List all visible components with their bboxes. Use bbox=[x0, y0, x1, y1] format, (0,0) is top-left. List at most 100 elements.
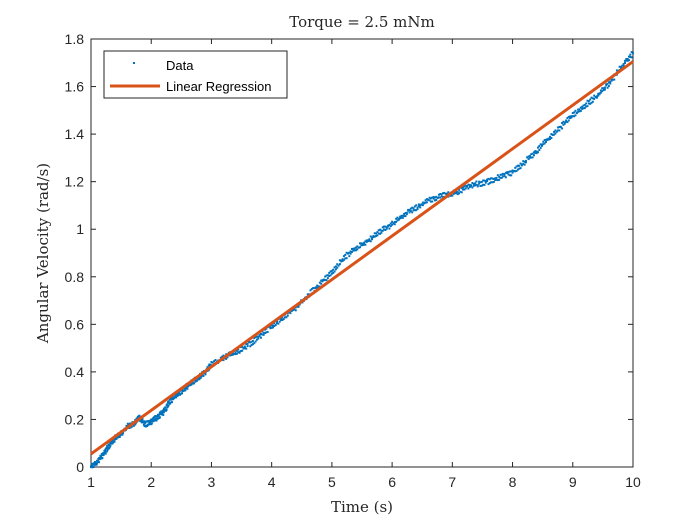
data-point bbox=[516, 164, 519, 167]
data-point bbox=[254, 340, 257, 343]
data-point bbox=[579, 106, 582, 109]
data-point bbox=[514, 166, 517, 169]
data-point bbox=[514, 170, 517, 173]
data-point bbox=[420, 203, 423, 206]
data-point bbox=[174, 393, 177, 396]
data-point bbox=[581, 105, 584, 108]
data-point bbox=[326, 274, 329, 277]
data-point bbox=[601, 90, 604, 93]
data-point bbox=[534, 150, 537, 153]
data-point bbox=[249, 345, 252, 348]
data-point bbox=[169, 397, 172, 400]
data-point bbox=[472, 184, 475, 187]
data-point bbox=[545, 141, 548, 144]
data-point bbox=[102, 453, 105, 456]
data-point bbox=[168, 402, 171, 405]
data-point bbox=[377, 232, 380, 235]
data-point bbox=[432, 196, 435, 199]
data-point bbox=[566, 121, 569, 124]
data-point bbox=[150, 422, 153, 425]
data-point bbox=[282, 318, 285, 321]
data-point bbox=[575, 112, 578, 115]
data-point bbox=[474, 184, 477, 187]
data-point bbox=[132, 424, 135, 427]
data-point bbox=[166, 403, 169, 406]
data-point bbox=[90, 462, 93, 465]
data-point bbox=[393, 223, 396, 226]
data-point bbox=[104, 452, 107, 455]
data-point bbox=[360, 244, 363, 247]
data-point bbox=[344, 253, 347, 256]
data-point bbox=[250, 344, 253, 347]
y-tick-label: 0.6 bbox=[65, 316, 85, 332]
data-point bbox=[496, 179, 499, 182]
data-point bbox=[239, 350, 242, 353]
legend-box bbox=[103, 50, 288, 99]
data-point bbox=[270, 326, 273, 329]
data-point bbox=[273, 325, 276, 328]
data-point bbox=[468, 183, 471, 186]
data-point bbox=[259, 333, 262, 335]
data-point bbox=[439, 196, 442, 199]
data-point bbox=[632, 52, 634, 55]
data-point bbox=[484, 180, 487, 183]
data-point bbox=[519, 167, 522, 170]
data-point bbox=[334, 265, 337, 268]
data-point bbox=[447, 191, 450, 194]
data-point bbox=[504, 171, 507, 174]
data-point bbox=[424, 199, 427, 202]
data-point bbox=[246, 345, 249, 348]
data-point bbox=[563, 121, 566, 124]
data-point bbox=[321, 280, 324, 283]
data-point bbox=[119, 434, 122, 437]
data-point bbox=[278, 320, 281, 323]
data-point bbox=[354, 249, 357, 252]
data-point bbox=[566, 117, 569, 120]
data-point bbox=[491, 181, 494, 184]
data-point bbox=[108, 446, 111, 449]
data-point bbox=[401, 216, 404, 219]
data-point bbox=[214, 359, 217, 362]
data-point bbox=[602, 89, 605, 92]
data-point bbox=[516, 168, 519, 171]
data-point bbox=[206, 366, 209, 369]
data-point bbox=[562, 123, 565, 126]
data-point bbox=[391, 223, 394, 226]
data-point bbox=[144, 421, 147, 424]
data-point bbox=[262, 333, 265, 336]
data-point bbox=[150, 418, 153, 421]
data-point bbox=[565, 120, 568, 123]
data-point bbox=[285, 316, 288, 319]
data-point bbox=[143, 420, 146, 423]
data-point bbox=[401, 214, 404, 217]
data-point bbox=[595, 96, 598, 99]
data-point bbox=[380, 229, 383, 232]
data-point bbox=[511, 171, 514, 174]
data-point bbox=[480, 180, 483, 183]
data-point bbox=[431, 200, 434, 203]
data-point bbox=[474, 182, 477, 185]
data-point bbox=[417, 205, 420, 208]
data-point bbox=[601, 87, 604, 90]
data-point bbox=[462, 188, 465, 191]
data-point bbox=[226, 356, 229, 359]
data-point bbox=[626, 59, 629, 62]
data-point bbox=[523, 163, 526, 166]
data-point bbox=[259, 336, 262, 339]
data-point bbox=[276, 322, 279, 325]
data-point bbox=[372, 236, 375, 239]
data-point bbox=[494, 177, 497, 180]
data-point bbox=[383, 225, 386, 228]
data-point bbox=[399, 215, 402, 218]
data-point bbox=[478, 180, 481, 183]
data-point bbox=[421, 204, 424, 207]
data-point bbox=[155, 419, 158, 422]
data-point bbox=[381, 229, 384, 232]
data-point bbox=[157, 414, 160, 417]
data-point bbox=[590, 96, 593, 99]
data-point bbox=[352, 247, 355, 250]
data-point bbox=[142, 423, 145, 426]
data-point bbox=[458, 188, 461, 191]
data-point bbox=[365, 239, 368, 242]
data-point bbox=[108, 444, 111, 447]
